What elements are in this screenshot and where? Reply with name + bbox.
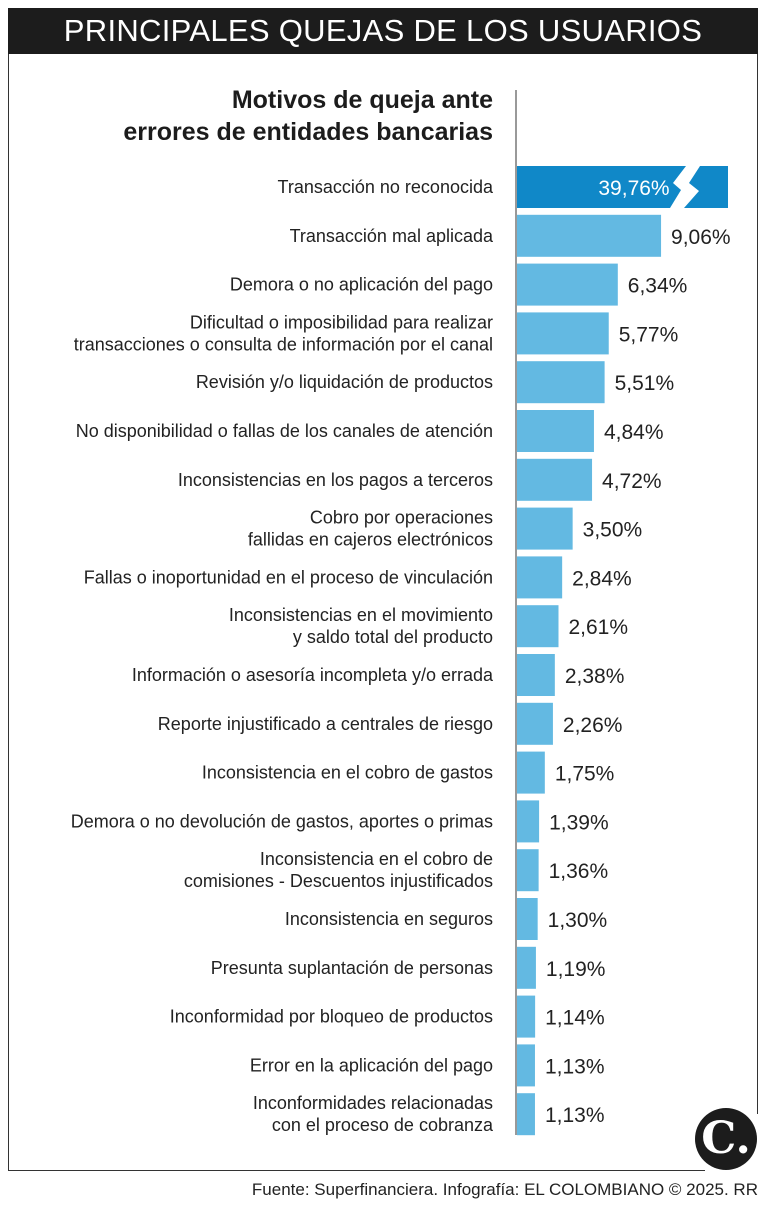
value-label: 3,50% <box>583 519 643 542</box>
value-label: 1,13% <box>545 1055 605 1078</box>
source-note: Fuente: Superfinanciera. Infografía: EL … <box>251 1180 758 1199</box>
value-label: 2,38% <box>565 665 625 688</box>
value-label: 4,72% <box>602 470 662 493</box>
bar <box>517 849 539 892</box>
bar <box>517 458 593 501</box>
category-label: Inconsistencia en el cobro de <box>260 849 493 869</box>
value-label: 2,26% <box>563 714 623 737</box>
category-label: Inconsistencia en seguros <box>285 909 493 929</box>
bar <box>517 946 536 989</box>
axis-break-mark <box>670 166 700 208</box>
category-label: No disponibilidad o fallas de los canale… <box>76 421 493 441</box>
bar <box>517 1044 535 1087</box>
bar <box>517 556 563 599</box>
chart-title-line-2: errores de entidades bancarias <box>123 118 493 146</box>
frame-border-right <box>757 54 758 1114</box>
category-label: Inconsistencia en el cobro de gastos <box>202 763 493 783</box>
value-label: 1,30% <box>548 909 608 932</box>
bar <box>517 1093 535 1136</box>
bar <box>517 312 609 355</box>
category-label: Información o asesoría incompleta y/o er… <box>132 665 494 685</box>
bar <box>517 751 545 794</box>
chart-title: Motivos de queja ante errores de entidad… <box>123 84 493 148</box>
category-label: con el proceso de cobranza <box>272 1115 494 1135</box>
value-label: 39,76% <box>598 177 669 200</box>
bar <box>517 263 618 306</box>
value-label: 1,39% <box>549 811 609 834</box>
bar <box>517 898 538 940</box>
value-label: 5,77% <box>619 323 679 346</box>
el-colombiano-logo: C. <box>695 1108 757 1170</box>
category-label: Revisión y/o liquidación de productos <box>196 372 493 392</box>
bar <box>517 800 540 843</box>
value-label: 4,84% <box>604 421 664 444</box>
value-label: 9,06% <box>671 226 731 249</box>
category-label: Inconsistencias en el movimiento <box>229 605 493 625</box>
bar <box>517 410 594 452</box>
category-label: transacciones o consulta de información … <box>74 334 493 354</box>
category-label: Dificultad o imposibilidad para realizar <box>190 312 493 332</box>
category-label: Transacción mal aplicada <box>290 226 494 246</box>
category-label: Inconsistencias en los pagos a terceros <box>178 470 493 490</box>
value-label: 6,34% <box>628 275 688 298</box>
category-label: Demora o no devolución de gastos, aporte… <box>71 811 493 831</box>
bar <box>517 214 662 257</box>
category-label: fallidas en cajeros electrónicos <box>248 530 493 550</box>
category-label: Fallas o inoportunidad en el proceso de … <box>84 567 493 587</box>
category-label: y saldo total del producto <box>293 627 493 647</box>
category-label: Presunta suplantación de personas <box>211 958 493 978</box>
category-label: Cobro por operaciones <box>310 508 493 528</box>
bar <box>517 507 573 550</box>
value-label: 1,14% <box>545 1007 605 1030</box>
category-label: Transacción no reconocida <box>278 177 494 197</box>
category-label: Inconformidad por bloqueo de productos <box>170 1007 493 1027</box>
value-label: 2,84% <box>572 567 632 590</box>
category-label: Inconformidades relacionadas <box>253 1093 493 1113</box>
chart-title-line-1: Motivos de queja ante <box>231 86 493 114</box>
frame-border-left <box>8 54 9 1171</box>
value-label: 1,13% <box>545 1104 605 1127</box>
category-label: Demora o no aplicación del pago <box>230 275 493 295</box>
frame-border-bottom <box>8 1170 705 1171</box>
value-label: 1,19% <box>546 958 606 981</box>
header-title: PRINCIPALES QUEJAS DE LOS USUARIOS <box>8 8 758 54</box>
bar <box>517 654 555 696</box>
category-label: comisiones - Descuentos injustificados <box>184 871 493 891</box>
category-label: Reporte injustificado a centrales de rie… <box>158 714 493 734</box>
category-label: Error en la aplicación del pago <box>250 1055 493 1075</box>
value-label: 5,51% <box>615 372 675 395</box>
value-label: 1,36% <box>549 860 609 883</box>
bar <box>517 702 553 745</box>
value-label: 1,75% <box>555 763 615 786</box>
bar <box>517 995 536 1038</box>
value-label: 2,61% <box>568 616 628 639</box>
bar <box>517 361 605 404</box>
bar <box>517 605 559 648</box>
